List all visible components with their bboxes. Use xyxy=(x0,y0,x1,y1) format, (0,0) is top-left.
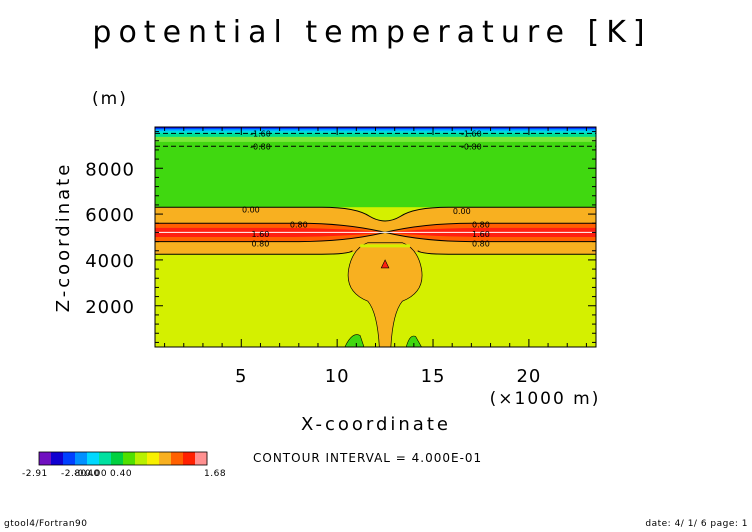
colorbar-swatch xyxy=(51,452,64,465)
colorbar-swatch xyxy=(183,452,196,465)
colorbar-max-label: 1.68 xyxy=(204,469,226,479)
green-patch-left xyxy=(344,334,365,348)
contour-label: 1.60 xyxy=(252,230,270,239)
x-tick-label: 20 xyxy=(516,366,541,387)
x-tick-label: 5 xyxy=(235,366,247,387)
contour-label: -0.80 xyxy=(250,142,271,151)
yellow-sliver xyxy=(360,244,411,248)
colorbar-swatch xyxy=(195,452,208,465)
colorbar-tick-label: 0.40 xyxy=(110,469,132,479)
colorbar-tick-label: 0.00 xyxy=(85,469,107,479)
contour-label: 0.80 xyxy=(472,239,490,248)
contour-label: 0.80 xyxy=(472,220,490,229)
colorbar-swatch xyxy=(75,452,88,465)
colorbar-swatch xyxy=(111,452,124,465)
contour-label: 0.00 xyxy=(453,207,471,216)
contour-label: 0.80 xyxy=(290,220,308,229)
contour-label: 1.60 xyxy=(472,230,490,239)
footer-right: date: 4/ 1/ 6 page: 1 xyxy=(645,519,748,529)
colorbar-swatch xyxy=(123,452,136,465)
colorbar-min-label: -2.91 xyxy=(22,469,48,479)
colorbar-swatch xyxy=(63,452,76,465)
colorbar-tick-label: -2.80 xyxy=(61,469,87,479)
axes: 5 10 15 20 2000 4000 6000 8000 xyxy=(85,126,597,387)
contour-interval: CONTOUR INTERVAL = 4.000E-01 xyxy=(253,451,482,465)
chart-title: potential temperature [K] xyxy=(92,15,651,50)
contour-label: 0.00 xyxy=(242,206,260,215)
contour-lower-left xyxy=(155,250,353,255)
footer-left: gtool4/Fortran90 xyxy=(4,519,87,529)
y-tick-label: 2000 xyxy=(85,297,135,318)
y-tick-label: 6000 xyxy=(85,205,135,226)
y-tick-label: 8000 xyxy=(85,159,135,180)
contour-label: -1.60 xyxy=(461,129,482,138)
y-axis-label: Z-coordinate xyxy=(53,162,74,313)
colorbar-frame xyxy=(38,451,208,466)
y-tick-label: 4000 xyxy=(85,251,135,272)
colorbar-swatch xyxy=(171,452,184,465)
colorbar-swatch xyxy=(39,452,52,465)
colorbar: -2.91 -2.80-0.400.00 0.40 1.68 xyxy=(22,451,226,479)
x-axis-label: X-coordinate xyxy=(301,414,451,435)
contour-zero xyxy=(155,206,596,222)
contour-label: -0.80 xyxy=(461,142,482,151)
x-tick-label: 10 xyxy=(325,366,350,387)
colorbar-swatch xyxy=(159,452,172,465)
y-axis-unit: (m) xyxy=(92,89,128,109)
green-patch-right xyxy=(405,335,423,348)
colorbar-swatch xyxy=(135,452,148,465)
colorbar-swatch xyxy=(99,452,112,465)
contour-labels: -1.60-0.80-1.60-0.800.00 0.000.801.600.80… xyxy=(242,129,490,248)
contour-label: 0.80 xyxy=(252,239,270,248)
colorbar-tick-label: -0.40 xyxy=(74,469,100,479)
red-triangle xyxy=(380,259,390,269)
contour-lower-right xyxy=(417,250,596,255)
colorbar-swatch xyxy=(147,452,160,465)
x-tick-label: 15 xyxy=(421,366,446,387)
contour-label: -1.60 xyxy=(250,129,271,138)
plot-area: -1.60-0.80-1.60-0.800.00 0.000.801.600.80… xyxy=(155,127,596,348)
colorbar-swatch xyxy=(87,452,100,465)
x-axis-unit: (×1000 m) xyxy=(490,389,601,409)
